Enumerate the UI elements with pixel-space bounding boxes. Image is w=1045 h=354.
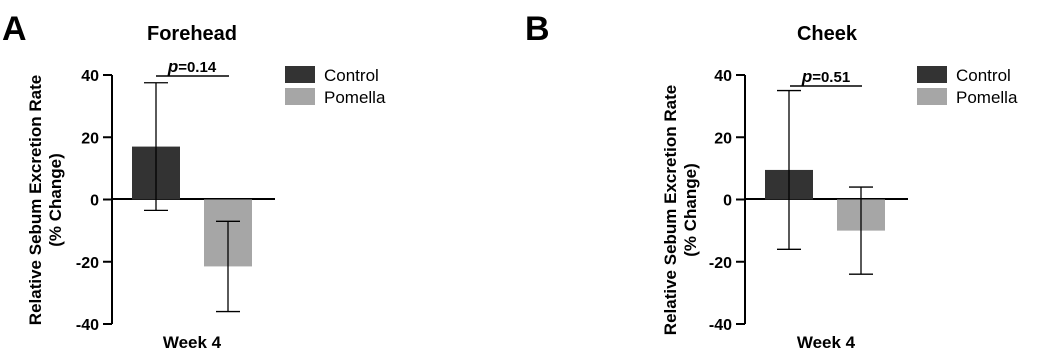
- p-value-text: =0.51: [812, 69, 850, 86]
- y-axis-label-unit: (% Change): [681, 163, 700, 257]
- chart-panel-a: A Forehead Relative Sebum Excretion Rate…: [0, 0, 522, 354]
- legend: Control Pomella: [285, 66, 386, 107]
- p-value-annotation: p=0.51: [801, 67, 850, 86]
- legend-label-pomella: Pomella: [324, 88, 386, 107]
- y-ticks: 40 20 0 -20 -40: [709, 68, 745, 334]
- y-ticks: 40 20 0 -20 -40: [76, 68, 112, 334]
- p-value-prefix: p: [801, 67, 812, 86]
- y-axis-label: Relative Sebum Excretion Rate: [661, 85, 680, 335]
- legend-swatch-control: [285, 66, 315, 83]
- p-value-text: =0.14: [178, 59, 217, 76]
- bars: [132, 82, 252, 313]
- chart-title: Cheek: [797, 23, 858, 45]
- p-value-annotation: p=0.14: [167, 57, 217, 76]
- y-tick-label: 40: [714, 68, 732, 85]
- p-value-prefix: p: [167, 57, 178, 76]
- y-tick-label: 0: [90, 193, 99, 210]
- panel-letter: B: [525, 10, 550, 48]
- y-tick-label: 20: [714, 130, 732, 147]
- y-tick-label: -40: [709, 317, 732, 334]
- chart-panel-b: B Cheek Relative Sebum Excretion Rate (%…: [523, 0, 1045, 354]
- y-tick-label: -20: [709, 255, 732, 272]
- legend-swatch-pomella: [285, 88, 315, 105]
- y-axis-label-unit: (% Change): [46, 153, 65, 247]
- legend: Control Pomella: [917, 66, 1018, 107]
- legend-swatch-control: [917, 66, 947, 83]
- y-tick-label: -40: [76, 317, 99, 334]
- chart-svg-b: B Cheek Relative Sebum Excretion Rate (%…: [525, 10, 1018, 352]
- chart-title: Forehead: [147, 23, 237, 45]
- legend-label-pomella: Pomella: [956, 88, 1018, 107]
- y-tick-label: 20: [81, 130, 99, 147]
- legend-label-control: Control: [324, 66, 379, 85]
- y-tick-label: -20: [76, 255, 99, 272]
- bars: [765, 89, 885, 275]
- y-tick-label: 0: [723, 193, 732, 210]
- x-axis-label: Week 4: [163, 333, 222, 352]
- x-axis-label: Week 4: [797, 333, 856, 352]
- legend-swatch-pomella: [917, 88, 947, 105]
- legend-label-control: Control: [956, 66, 1011, 85]
- y-tick-label: 40: [81, 68, 99, 85]
- panel-letter: A: [2, 10, 27, 48]
- chart-svg-a: A Forehead Relative Sebum Excretion Rate…: [2, 10, 386, 352]
- y-axis-label: Relative Sebum Excretion Rate: [26, 75, 45, 325]
